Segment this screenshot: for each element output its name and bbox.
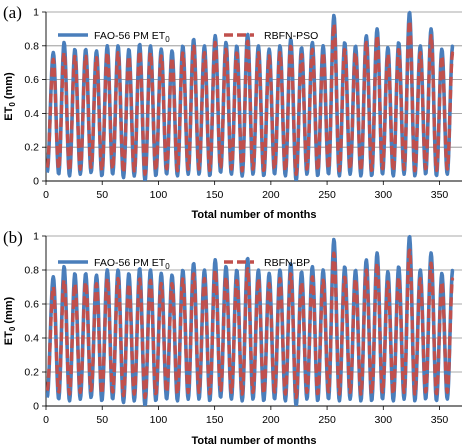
- y-tick-label: 0.6: [24, 299, 39, 311]
- legend-label-1: FAO-56 PM ET0: [94, 30, 170, 44]
- y-tick-label: 0.4: [24, 108, 39, 120]
- x-tick-label: 150: [206, 189, 224, 201]
- y-tick-label: 0.8: [24, 40, 39, 52]
- x-tick-label: 350: [431, 414, 449, 426]
- x-tick-label: 100: [150, 189, 168, 201]
- x-tick-label: 100: [150, 414, 168, 426]
- y-tick-label: 1: [33, 231, 39, 243]
- y-tick-label: 0.8: [24, 265, 39, 277]
- y-axis-title: ET0 (mm): [3, 296, 17, 345]
- x-tick-label: 250: [318, 414, 336, 426]
- x-tick-label: 0: [43, 189, 49, 201]
- y-tick-label: 0: [33, 176, 39, 188]
- x-tick-label: 50: [96, 414, 108, 426]
- x-tick-label: 250: [318, 189, 336, 201]
- y-axis-title: ET0 (mm): [3, 72, 17, 121]
- chart-panel-2: (b) 0 0.2 0.4 0.6 0.8 1 0 50 100 150 200 250 300 350 To…: [3, 228, 462, 447]
- x-tick-label: 300: [375, 189, 393, 201]
- y-tick-label: 0: [33, 401, 39, 413]
- x-tick-label: 0: [43, 414, 49, 426]
- x-tick-label: 50: [96, 189, 108, 201]
- x-tick-label: 200: [262, 189, 280, 201]
- legend-label-2: RBFN-PSO: [264, 30, 318, 42]
- y-tick-label: 1: [33, 7, 39, 19]
- legend-label-1: FAO-56 PM ET0: [94, 257, 170, 271]
- y-tick-label: 0.6: [24, 74, 39, 86]
- x-tick-label: 350: [431, 189, 449, 201]
- panel-label: (b): [3, 228, 23, 247]
- panel-label: (a): [3, 3, 22, 22]
- x-tick-label: 200: [262, 414, 280, 426]
- chart-panel-1: (a) 0 0.2 0.4 0.6 0.8 1 0 50 100 150 200 250 300 350 To…: [3, 3, 462, 221]
- y-tick-label: 0.4: [24, 333, 39, 345]
- x-tick-label: 300: [375, 414, 393, 426]
- y-tick-label: 0.2: [24, 367, 39, 379]
- x-tick-label: 150: [206, 414, 224, 426]
- series-line-2: [46, 248, 455, 400]
- x-axis-title: Total number of months: [191, 209, 316, 221]
- y-tick-label: 0.2: [24, 142, 39, 154]
- series-line-2: [46, 19, 455, 176]
- legend-label-2: RBFN-BP: [264, 257, 310, 269]
- x-axis-title: Total number of months: [191, 435, 316, 447]
